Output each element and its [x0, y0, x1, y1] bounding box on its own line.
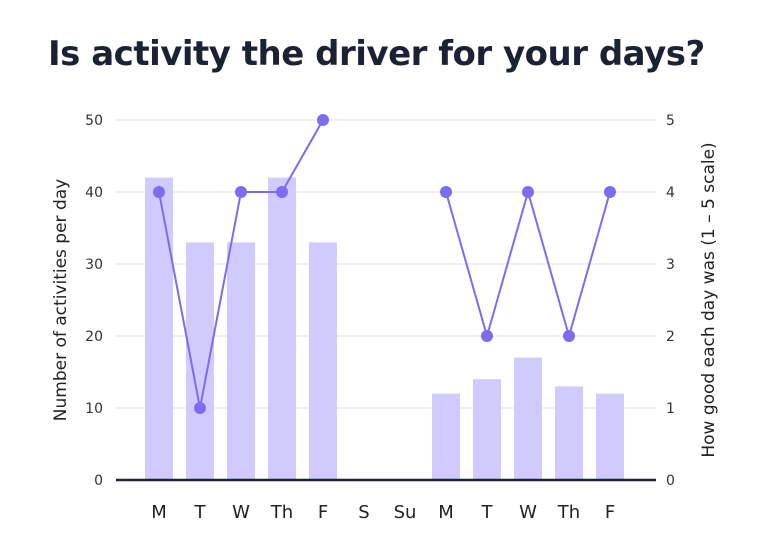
x-tick-label: Th [270, 502, 293, 523]
bar [309, 242, 337, 480]
line-marker [440, 186, 452, 198]
left-tick-label: 10 [85, 401, 103, 417]
x-axis-ticks: M T W Th F S Su M T W Th F [151, 502, 615, 523]
right-tick-label: 3 [666, 257, 675, 273]
x-tick-label: T [194, 502, 207, 523]
left-tick-label: 20 [85, 329, 103, 345]
bar [596, 393, 624, 480]
right-axis-label: How good each day was (1 – 5 scale) [699, 142, 719, 457]
x-tick-label: Su [394, 502, 417, 523]
left-axis-ticks: 0 10 20 30 40 50 [85, 113, 103, 489]
right-tick-label: 5 [666, 113, 675, 129]
line-marker [522, 186, 534, 198]
right-axis-ticks: 0 1 2 3 4 5 [666, 113, 675, 489]
x-tick-label: M [151, 502, 167, 523]
x-tick-label: M [438, 502, 454, 523]
x-tick-label: T [481, 502, 494, 523]
bar [268, 177, 296, 480]
chart-title: Is activity the driver for your days? [48, 34, 705, 74]
x-tick-label: F [605, 502, 615, 523]
bar [555, 386, 583, 480]
bar [514, 357, 542, 480]
line-marker [235, 186, 247, 198]
line-marker [563, 330, 575, 342]
line-marker [276, 186, 288, 198]
right-tick-label: 4 [666, 185, 675, 201]
line-series [153, 114, 616, 414]
left-tick-label: 50 [85, 113, 103, 129]
right-tick-label: 1 [666, 401, 675, 417]
bar-series [145, 177, 624, 480]
x-tick-label: W [519, 502, 537, 523]
left-tick-label: 0 [94, 473, 103, 489]
line-marker [604, 186, 616, 198]
line-marker [317, 114, 329, 126]
x-tick-label: S [358, 502, 369, 523]
left-tick-label: 30 [85, 257, 103, 273]
line-marker [194, 402, 206, 414]
left-axis-label: Number of activities per day [51, 179, 71, 421]
x-tick-label: Th [557, 502, 580, 523]
bar [432, 393, 460, 480]
right-tick-label: 2 [666, 329, 675, 345]
x-tick-label: F [318, 502, 328, 523]
bar [145, 177, 173, 480]
bar [227, 242, 255, 480]
line-marker [481, 330, 493, 342]
left-tick-label: 40 [85, 185, 103, 201]
bar [473, 379, 501, 480]
right-tick-label: 0 [666, 473, 675, 489]
x-tick-label: W [232, 502, 250, 523]
line-marker [153, 186, 165, 198]
